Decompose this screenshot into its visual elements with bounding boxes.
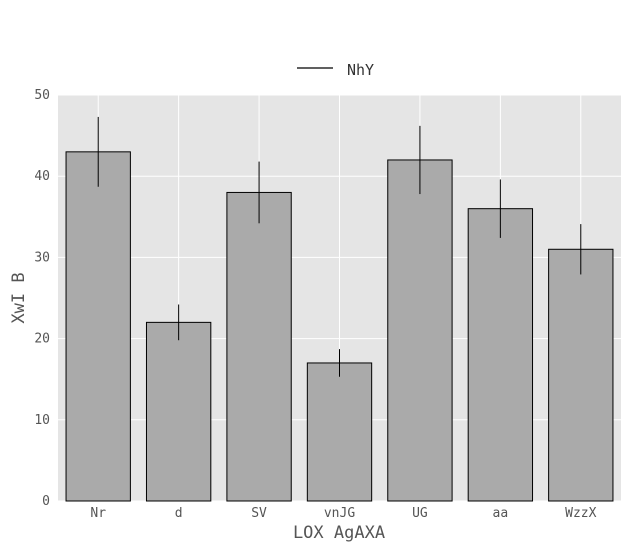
- legend-label: NhY: [347, 61, 374, 79]
- x-tick-label: Nr: [90, 506, 106, 521]
- bar-UG: [387, 159, 453, 502]
- x-tick-label: aa: [493, 506, 509, 521]
- y-tick-label: 20: [34, 332, 50, 347]
- x-tick-label: d: [175, 506, 183, 521]
- y-tick-label: 0: [42, 494, 50, 509]
- x-axis-label: LOX AgAXA: [293, 523, 385, 543]
- bar-Nr: [65, 151, 131, 502]
- bar-WzzX: [548, 248, 614, 502]
- x-ticks: Nr d SV vnJG UG aa WzzX: [90, 506, 596, 521]
- bar-aa: [467, 208, 534, 502]
- error-bars: [97, 116, 582, 377]
- x-tick-label: SV: [251, 506, 267, 521]
- y-tick-label: 40: [34, 169, 50, 184]
- x-tick-label: vnJG: [324, 506, 355, 521]
- y-tick-label: 30: [34, 250, 50, 265]
- y-ticks: 0 10 20 30 40 50: [34, 88, 50, 509]
- y-tick-label: 50: [34, 88, 50, 103]
- bar-SV: [226, 191, 292, 502]
- x-tick-label: WzzX: [565, 506, 596, 521]
- y-tick-label: 10: [34, 413, 50, 428]
- bars: [65, 151, 614, 502]
- bar-vnJG: [306, 362, 373, 502]
- x-tick-label: UG: [412, 506, 428, 521]
- legend: NhY: [297, 61, 374, 79]
- y-axis-label: XwI B: [9, 272, 29, 323]
- bar-d: [145, 321, 212, 502]
